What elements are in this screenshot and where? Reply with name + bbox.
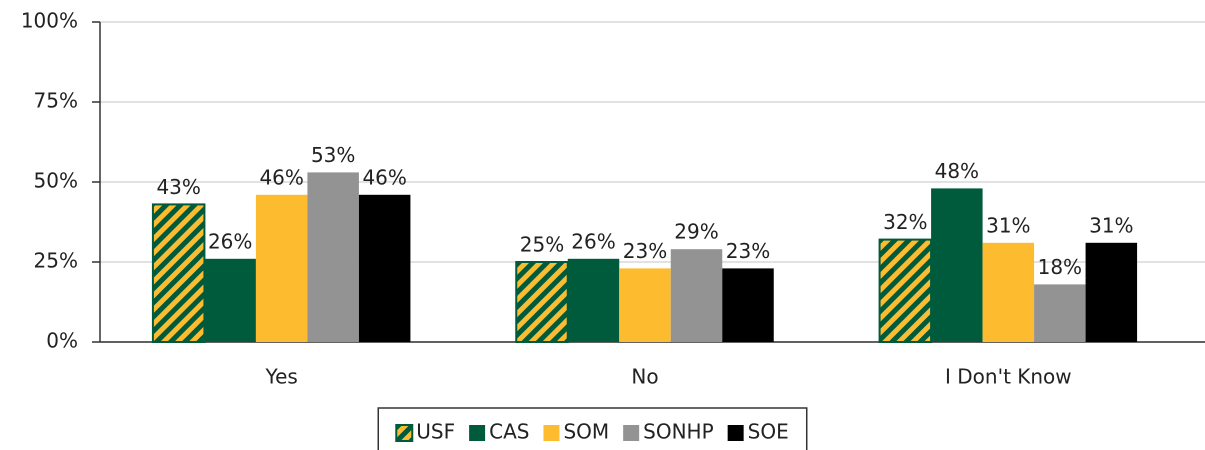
value-label: 26%: [571, 229, 615, 253]
value-label: 53%: [311, 143, 355, 167]
value-label: 18%: [1038, 255, 1082, 279]
value-label: 25%: [520, 233, 564, 257]
bar: [722, 268, 774, 342]
value-label: 32%: [883, 210, 927, 234]
value-label: 26%: [208, 229, 252, 253]
legend-box: [377, 407, 808, 450]
bar: [1085, 242, 1138, 342]
bar: [204, 258, 256, 342]
value-label: 46%: [259, 165, 303, 189]
y-tick-label: 0%: [46, 329, 78, 353]
value-label: 48%: [935, 159, 979, 183]
bar: [619, 268, 671, 342]
y-tick-label: 50%: [34, 169, 78, 193]
bar: [1034, 284, 1086, 342]
bar: [982, 242, 1035, 342]
bar: [307, 172, 359, 342]
legend-label: USF: [416, 420, 455, 444]
legend-swatch: [395, 424, 414, 442]
value-label: 31%: [1089, 213, 1133, 237]
y-tick-label: 25%: [34, 249, 78, 273]
legend-label: SOE: [748, 420, 789, 444]
bar: [567, 258, 620, 342]
bar: [878, 238, 933, 344]
legend-label: CAS: [489, 420, 529, 444]
bar: [358, 194, 411, 342]
y-tick-label: 100%: [21, 9, 78, 33]
legend-label: SONHP: [643, 420, 714, 444]
value-label: 23%: [623, 239, 667, 263]
x-tick-label: Yes: [265, 365, 298, 389]
legend-swatch: [623, 425, 640, 441]
value-label: 23%: [726, 239, 770, 263]
bar: [670, 249, 723, 342]
value-label: 46%: [362, 165, 406, 189]
x-tick-label: I Don't Know: [945, 365, 1072, 389]
bar: [151, 203, 206, 343]
bar: [255, 194, 308, 342]
value-label: 31%: [986, 213, 1030, 237]
legend-label: SOM: [563, 420, 609, 444]
value-label: 29%: [674, 220, 718, 244]
legend-swatch: [727, 425, 744, 441]
bar: [931, 188, 983, 342]
legend-swatch: [543, 425, 560, 441]
x-tick-label: No: [631, 365, 658, 389]
legend-swatch: [469, 425, 486, 441]
value-label: 43%: [156, 175, 200, 199]
y-tick-label: 75%: [34, 89, 78, 113]
bar: [515, 261, 569, 343]
